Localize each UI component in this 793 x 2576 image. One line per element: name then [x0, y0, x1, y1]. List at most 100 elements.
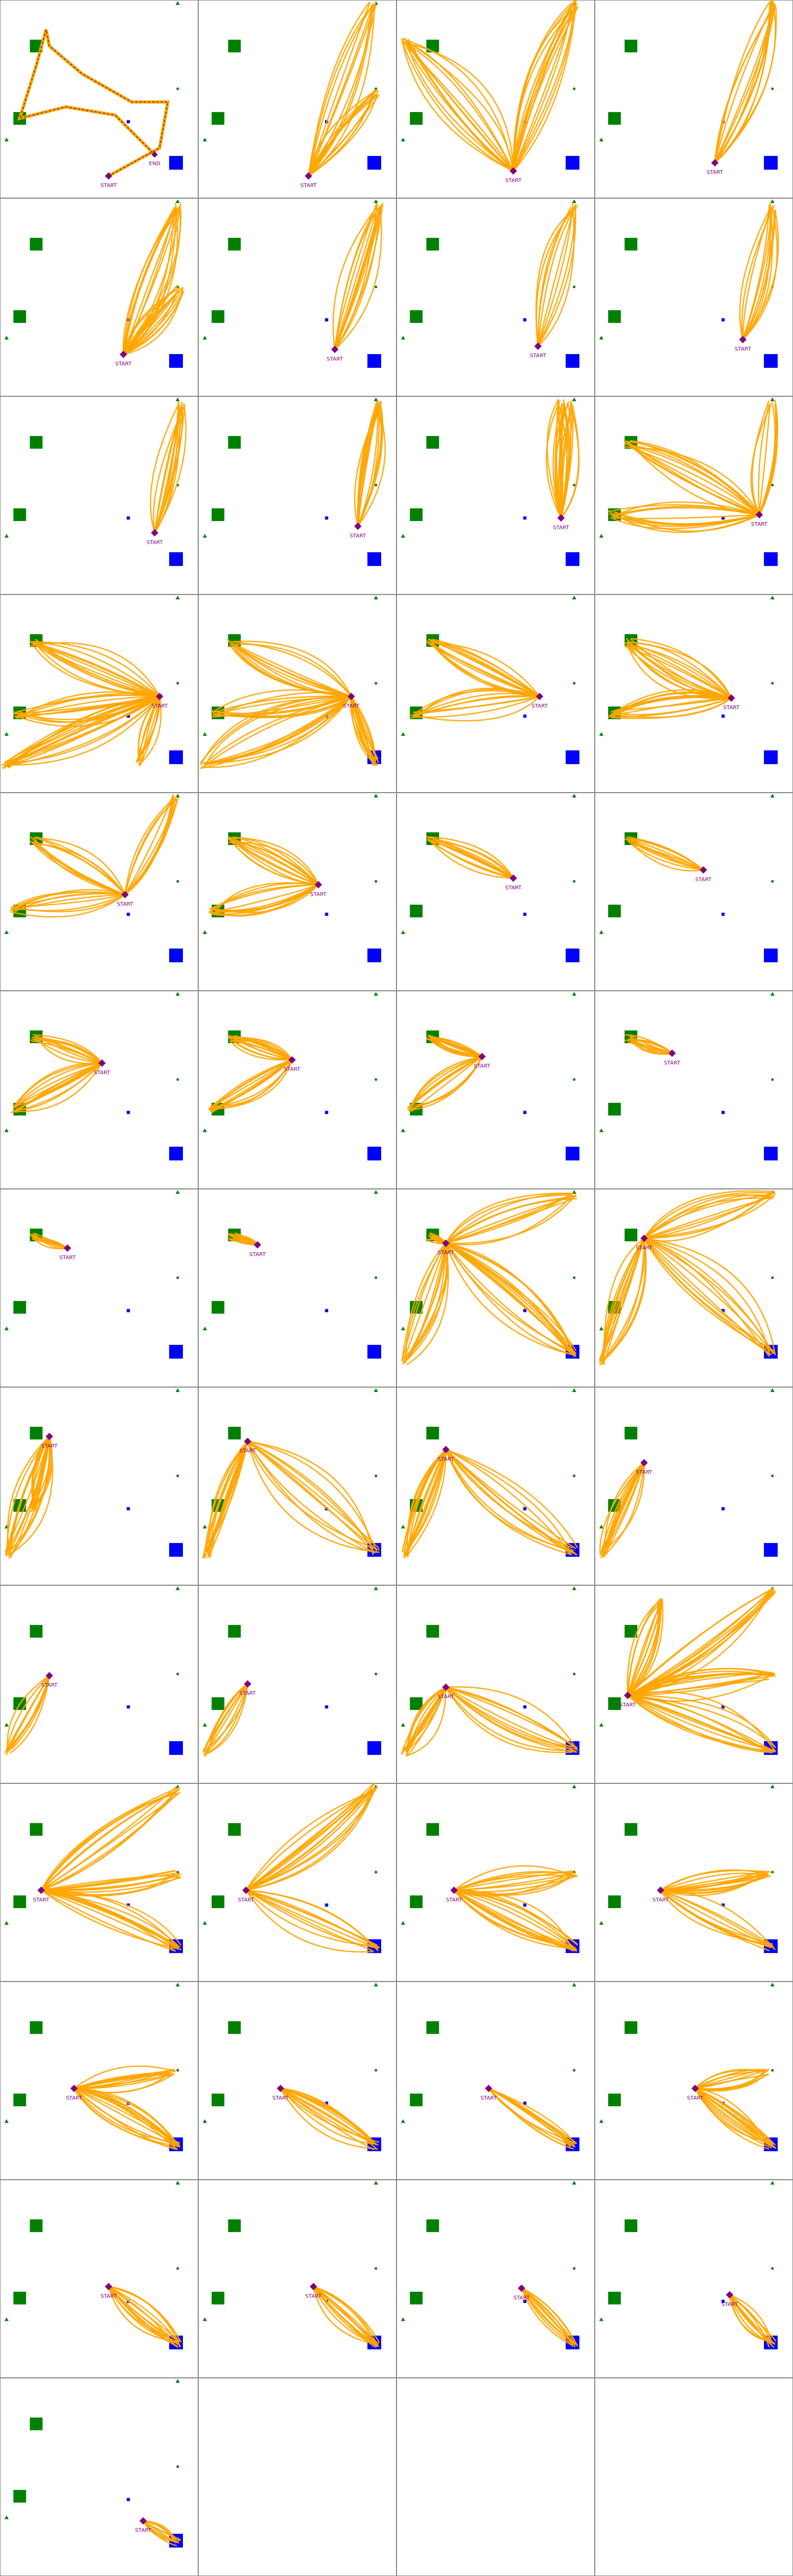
green-triangle: [572, 199, 577, 203]
start-marker: [657, 1886, 665, 1894]
blue-marker: [523, 913, 527, 916]
trajectory: [626, 442, 760, 516]
panel-border: [595, 0, 793, 198]
trajectory: [280, 2088, 377, 2150]
green-zone: [211, 1301, 225, 1314]
trajectory: [631, 1041, 672, 1054]
trajectory: [41, 1873, 181, 1891]
trajectory: [41, 1874, 177, 1891]
trajectory: [200, 695, 352, 770]
green-dot: [176, 880, 179, 883]
panel-border: [595, 1585, 793, 1783]
green-triangle: [401, 2119, 405, 2123]
green-triangle: [401, 1524, 405, 1529]
trajectory: [4, 695, 160, 763]
trajectory: [537, 206, 577, 347]
green-zone: [624, 1823, 638, 1836]
green-triangle: [374, 1190, 379, 1194]
panel: START: [396, 1189, 595, 1387]
green-zone: [608, 1103, 621, 1116]
trajectory: [351, 696, 377, 760]
panel: START: [0, 1982, 198, 2180]
trajectory: [624, 838, 704, 871]
green-zone: [30, 1625, 43, 1638]
green-triangle: [572, 1586, 577, 1591]
green-triangle: [4, 1128, 9, 1132]
trajectory: [206, 1441, 248, 1552]
trajectory: [405, 1243, 447, 1361]
trajectory: [308, 4, 374, 176]
blue-marker: [721, 1705, 725, 1709]
green-zone: [624, 238, 638, 251]
trajectory: [10, 1675, 50, 1754]
blue-marker: [523, 1309, 527, 1313]
trajectory: [627, 1695, 772, 1753]
blue-marker: [721, 1309, 725, 1313]
start-marker: [442, 1683, 450, 1691]
green-dot: [176, 1276, 179, 1279]
start-marker: [726, 2291, 734, 2299]
start-label: START: [41, 1443, 58, 1449]
green-dot: [176, 1871, 179, 1874]
trajectory: [660, 1870, 771, 1891]
trajectory: [414, 695, 540, 717]
green-dot: [573, 2069, 576, 2072]
trajectory: [308, 94, 380, 176]
panel-border: [198, 1189, 396, 1387]
green-zone: [608, 310, 621, 323]
trajectory: [201, 696, 352, 768]
trajectory: [308, 5, 373, 176]
panel-border: [198, 2180, 396, 2378]
start-label: START: [553, 525, 570, 531]
trajectory: [643, 1192, 774, 1239]
trajectory: [758, 404, 770, 515]
green-dot: [374, 1078, 377, 1081]
green-triangle: [599, 1128, 604, 1132]
trajectory: [15, 1062, 103, 1110]
green-triangle: [176, 1388, 180, 1392]
trajectory: [123, 202, 178, 355]
green-zone: [608, 1895, 621, 1909]
green-triangle: [401, 1128, 405, 1132]
trajectory: [332, 207, 378, 350]
start-marker: [315, 881, 322, 889]
trajectory: [602, 1463, 645, 1558]
trajectory: [445, 1242, 571, 1353]
panel: START: [0, 594, 198, 793]
trajectory: [445, 1193, 574, 1244]
trajectory: [312, 2286, 378, 2346]
blue-marker: [523, 2101, 527, 2105]
panel: START: [0, 2180, 198, 2378]
start-label: START: [481, 2095, 497, 2101]
trajectory: [123, 291, 179, 355]
trajectory: [629, 644, 732, 699]
blue-zone: [565, 1147, 579, 1161]
trajectory: [628, 1695, 776, 1753]
trajectory: [695, 2088, 776, 2149]
trajectory: [521, 2287, 578, 2347]
panel: START: [595, 198, 793, 396]
panel-border: [595, 396, 793, 594]
green-dot: [771, 1078, 774, 1081]
blue-zone: [565, 948, 579, 963]
start-marker: [668, 1049, 676, 1057]
start-label: START: [117, 901, 134, 907]
trajectory: [34, 838, 125, 896]
green-triangle: [401, 534, 405, 538]
trajectory: [401, 1243, 447, 1365]
trajectory: [552, 403, 563, 518]
panel-border: [0, 991, 198, 1189]
green-zone: [608, 112, 621, 125]
green-triangle: [4, 2317, 9, 2321]
trajectory: [758, 404, 771, 515]
panel-border: [198, 198, 396, 396]
trajectory: [660, 1890, 773, 1948]
trajectory: [357, 402, 381, 526]
trajectory: [41, 1870, 176, 1891]
panel: START: [595, 2180, 793, 2378]
trajectory: [3, 696, 160, 768]
trajectory: [10, 894, 126, 918]
trajectory: [750, 401, 773, 515]
trajectory: [73, 2072, 170, 2089]
trajectory: [33, 1034, 103, 1064]
